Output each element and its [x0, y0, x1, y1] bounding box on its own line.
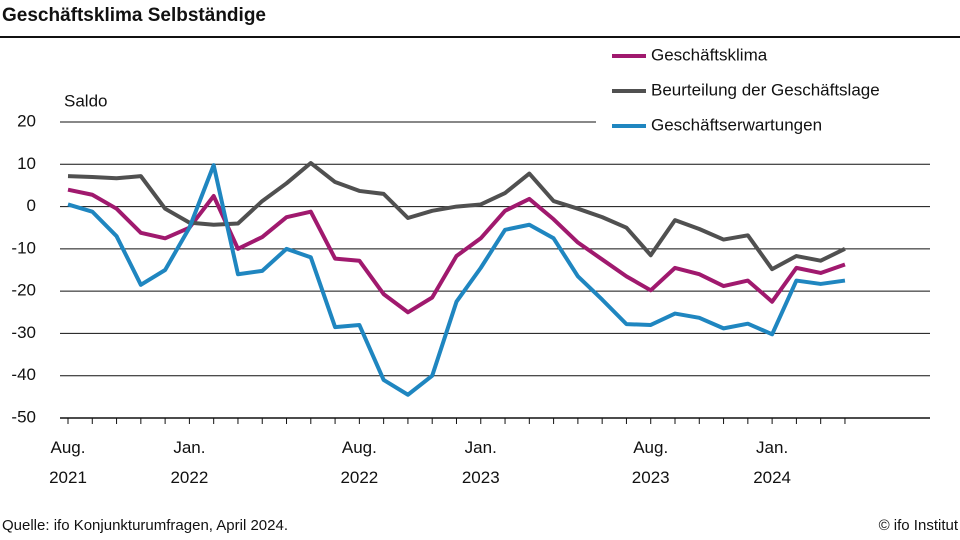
y-axis-label: Saldo — [64, 91, 107, 110]
copyright: © ifo Institut — [879, 517, 959, 534]
y-tick-label: 10 — [17, 154, 36, 173]
series-line — [67, 187, 846, 315]
legend-label: Geschäftsklima — [651, 45, 768, 64]
x-tick-label: Aug. 2023 — [631, 438, 670, 487]
source: Quelle: ifo Konjunkturumfragen, April 20… — [2, 517, 288, 534]
x-tick-label: Aug. 2021 — [49, 438, 87, 487]
legend-label: Geschäftserwartungen — [651, 115, 822, 134]
series-line — [67, 163, 846, 397]
chart-title: Geschäftsklima Selbständige — [2, 5, 266, 26]
legend-bg — [596, 42, 958, 142]
x-tick-label: Jan. 2023 — [461, 438, 500, 487]
x-tick-label: Jan. 2022 — [170, 438, 209, 487]
series-line — [67, 161, 846, 272]
y-tick-label: -50 — [11, 407, 36, 426]
y-tick-label: -20 — [11, 281, 36, 300]
x-tick-label: Jan. 2024 — [753, 438, 792, 487]
y-tick-label: 0 — [27, 196, 36, 215]
y-tick-label: -40 — [11, 365, 36, 384]
y-tick-label: -10 — [11, 238, 36, 257]
legend-label: Beurteilung der Geschäftslage — [651, 80, 880, 99]
x-tick-label: Aug. 2022 — [340, 438, 379, 487]
y-tick-label: 20 — [17, 111, 36, 130]
y-tick-label: -30 — [11, 323, 36, 342]
